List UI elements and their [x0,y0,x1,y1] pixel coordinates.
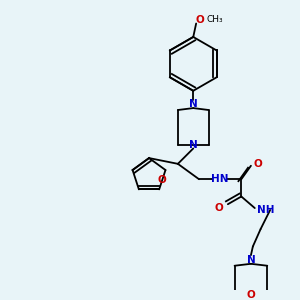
Text: O: O [247,290,255,300]
Text: NH: NH [257,205,274,215]
Text: O: O [195,15,204,25]
Text: N: N [247,255,255,265]
Text: N: N [189,99,198,109]
Text: O: O [254,159,262,169]
Text: N: N [189,140,198,150]
Text: O: O [158,175,167,185]
Text: O: O [214,203,223,213]
Text: HN: HN [212,174,229,184]
Text: CH₃: CH₃ [207,15,223,24]
